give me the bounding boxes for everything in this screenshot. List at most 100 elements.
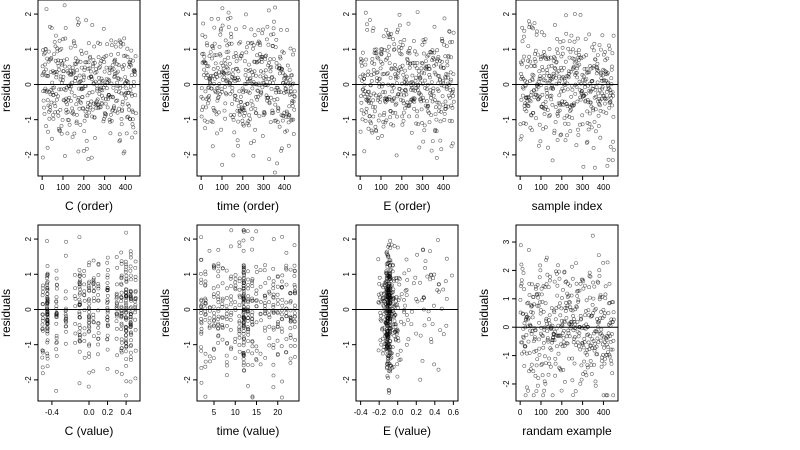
data-point (431, 89, 435, 94)
data-point (202, 67, 207, 72)
data-point (220, 337, 225, 342)
data-point (220, 302, 225, 307)
data-point (589, 88, 593, 93)
data-point (254, 291, 259, 296)
data-point (568, 283, 573, 288)
data-point (564, 31, 569, 36)
data-point (52, 40, 57, 44)
data-point (119, 275, 124, 280)
data-point (529, 362, 534, 367)
data-point (580, 326, 584, 331)
data-point (124, 298, 128, 303)
data-point (596, 253, 601, 258)
data-point (98, 65, 102, 69)
data-point (553, 361, 558, 366)
data-point (395, 30, 400, 35)
data-point (133, 265, 138, 270)
data-point (280, 273, 285, 278)
data-point (222, 108, 227, 113)
y-tick-label: -1 (183, 341, 192, 349)
data-point (378, 338, 383, 343)
data-point (291, 52, 295, 57)
data-point (442, 112, 447, 116)
data-point (274, 90, 279, 95)
data-point (260, 31, 265, 36)
data-point (125, 54, 130, 59)
data-point (421, 38, 426, 42)
data-point (530, 72, 535, 77)
data-point (399, 292, 404, 297)
data-point (558, 313, 563, 318)
plot-frame (196, 224, 300, 402)
data-point (552, 310, 557, 315)
data-point (394, 81, 399, 86)
data-point (224, 353, 229, 358)
data-point (279, 66, 284, 71)
data-point (243, 12, 248, 17)
data-point (409, 309, 414, 314)
data-point (547, 114, 551, 119)
data-point (85, 104, 90, 109)
data-point (121, 151, 126, 156)
data-point (279, 395, 284, 400)
data-point (377, 76, 382, 81)
data-point (44, 67, 48, 72)
data-point (77, 292, 82, 297)
data-point (105, 347, 110, 352)
data-point (129, 277, 133, 282)
data-point (556, 263, 560, 268)
data-point (536, 383, 540, 388)
data-point (562, 269, 567, 274)
data-point (384, 343, 389, 348)
data-point (216, 326, 221, 331)
data-point (115, 312, 119, 317)
data-point (41, 328, 45, 333)
data-point (128, 379, 133, 384)
data-point (433, 105, 438, 110)
data-point (605, 71, 610, 75)
data-points (40, 230, 138, 398)
data-point (541, 78, 546, 83)
data-point (549, 93, 554, 98)
data-point (589, 314, 593, 319)
data-point (591, 280, 595, 285)
data-point (442, 118, 447, 122)
data-point (124, 316, 128, 321)
data-point (289, 73, 294, 78)
data-point (96, 336, 101, 341)
data-point (72, 94, 77, 98)
data-point (440, 102, 445, 107)
data-point (569, 324, 574, 329)
data-point (245, 229, 250, 234)
x-tick-label: 200 (555, 408, 569, 417)
data-point (203, 126, 208, 131)
data-point (128, 294, 133, 299)
data-point (542, 340, 546, 345)
data-point (362, 83, 367, 88)
data-point (273, 102, 278, 107)
data-point (271, 362, 276, 367)
data-point (119, 282, 124, 287)
data-point (585, 98, 590, 102)
data-point (423, 37, 428, 42)
data-point (535, 29, 539, 34)
data-point (81, 86, 86, 91)
data-point (237, 287, 242, 292)
data-point (82, 293, 87, 298)
data-point (215, 131, 219, 136)
data-point (87, 370, 92, 375)
data-point (128, 264, 133, 269)
data-point (578, 313, 583, 318)
data-point (98, 61, 103, 66)
data-point (280, 317, 285, 322)
data-point (386, 284, 391, 289)
data-point (577, 331, 582, 336)
data-point (278, 27, 283, 32)
data-point (119, 348, 124, 353)
data-point (538, 263, 543, 268)
x-axis-label: C (order) (65, 199, 113, 213)
data-point (216, 306, 221, 311)
data-point (428, 272, 433, 277)
data-point (590, 233, 595, 238)
data-point (450, 40, 455, 44)
